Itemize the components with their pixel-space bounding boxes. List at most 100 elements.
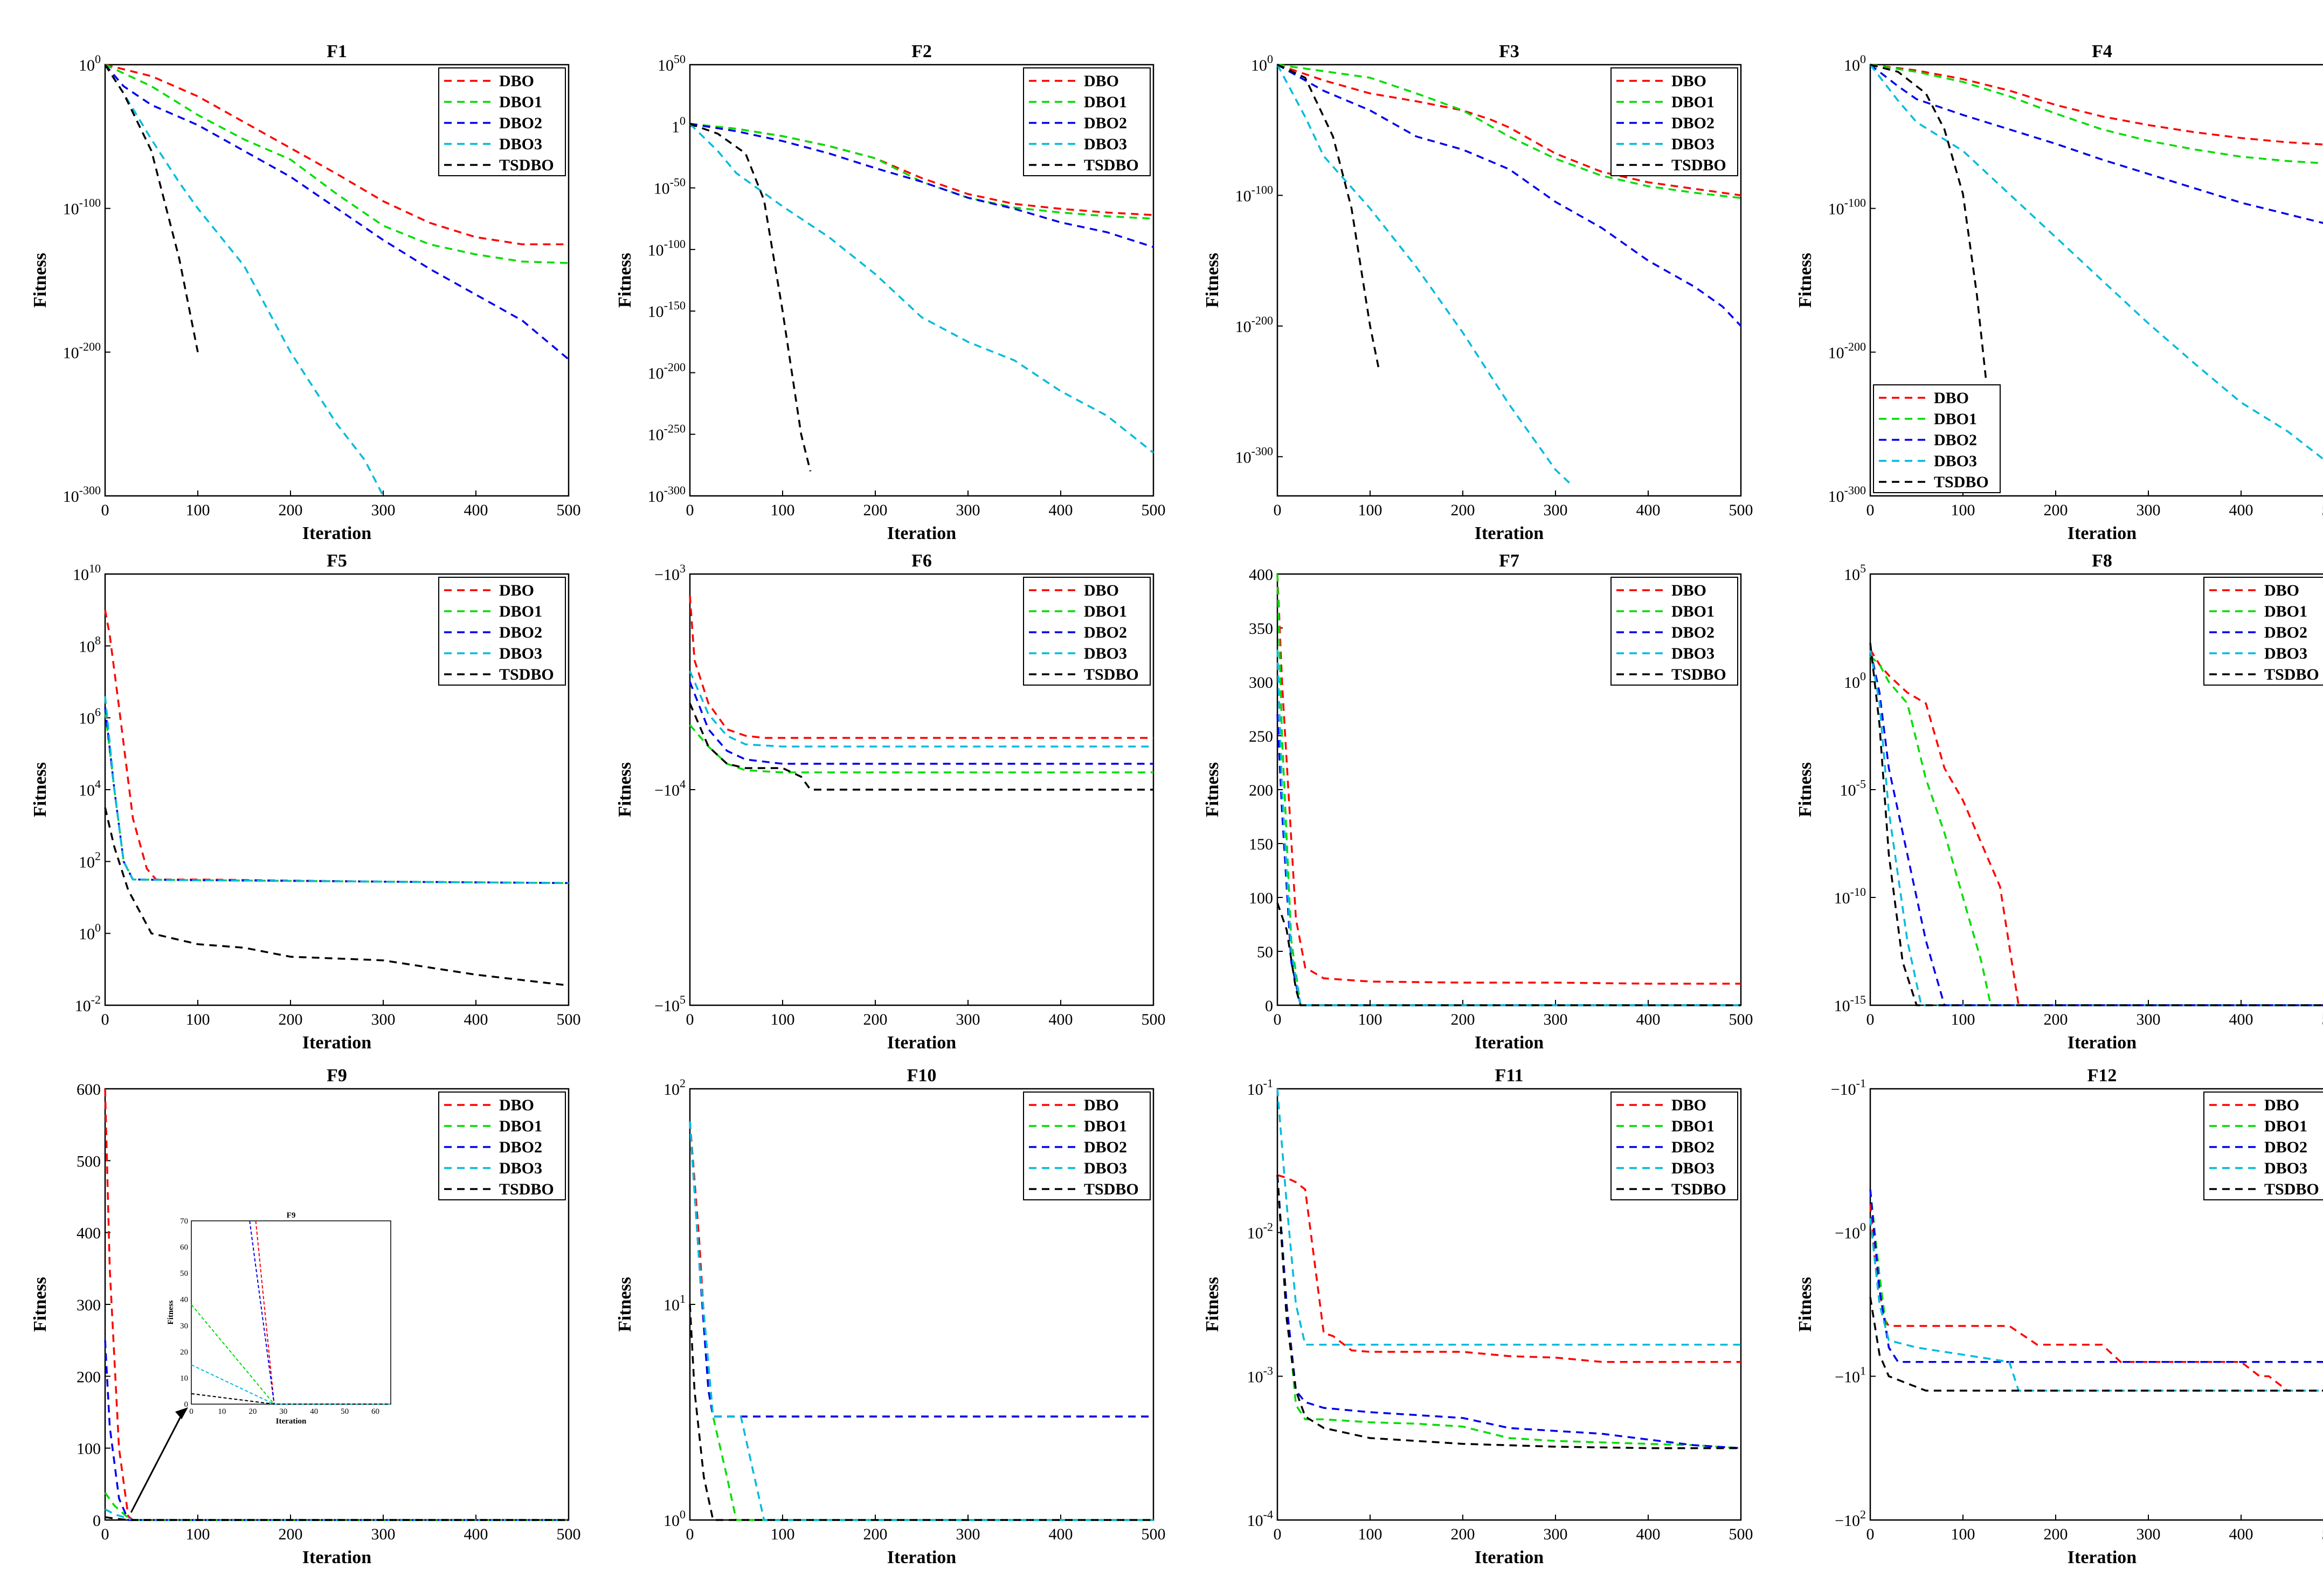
x-tick-label: 400 <box>2229 1525 2253 1543</box>
x-tick-label: 100 <box>771 501 795 519</box>
y-tick-label: 300 <box>77 1296 101 1314</box>
x-tick-label: 200 <box>279 501 303 519</box>
y-tick-label: −10-1 <box>1831 1076 1866 1098</box>
y-tick-label: 10-150 <box>648 299 686 321</box>
y-tick-label: 400 <box>77 1225 101 1242</box>
inset-y-tick-label: 40 <box>180 1296 188 1304</box>
legend-label: DBO <box>1934 389 1969 407</box>
x-tick-label: 0 <box>686 1525 694 1543</box>
legend-box <box>2203 1091 2323 1200</box>
legend-label: DBO1 <box>1084 603 1127 620</box>
series-line-TSDBO <box>1869 642 2323 1006</box>
y-tick-label: 10-300 <box>1235 444 1273 466</box>
inset-x-tick-label: 30 <box>279 1407 287 1416</box>
x-tick-label: 300 <box>371 1011 396 1028</box>
legend-label: DBO <box>499 1096 534 1114</box>
y-tick-label: 10-300 <box>63 483 101 506</box>
chart-panel-F8: F8 Iteration Fitness 0 100 200 300 400 500 105 100… <box>1795 551 2323 1053</box>
legend-label: DBO2 <box>1671 1138 1714 1156</box>
y-tick-label: 10-4 <box>1247 1508 1273 1530</box>
chart-title: F6 <box>911 551 932 571</box>
inset-frame <box>191 1220 391 1405</box>
x-tick-label: 100 <box>1358 501 1382 519</box>
y-axis-label: Fitness <box>615 253 635 308</box>
x-tick-label: 500 <box>1142 1011 1166 1028</box>
y-axis-label: Fitness <box>1202 762 1222 817</box>
y-tick-label: 10-15 <box>1834 993 1866 1015</box>
inset-x-tick-label: 10 <box>218 1407 226 1416</box>
legend-label: DBO2 <box>1671 624 1714 641</box>
y-tick-label: 102 <box>663 1076 686 1098</box>
legend: DBO DBO1 DBO2 DBO3 TSDBO <box>1610 67 1738 176</box>
chart-title: F10 <box>907 1066 937 1086</box>
zoom-inset: F9 Iteration Fitness 0 10 20 30 40 50 60 0 10 20 30 40… <box>130 1211 391 1513</box>
y-tick-label: 100 <box>663 1508 686 1530</box>
x-tick-label: 500 <box>1729 1011 1753 1028</box>
legend-label: DBO2 <box>1084 114 1127 132</box>
y-tick-label: 10-100 <box>648 237 686 259</box>
x-tick-label: 500 <box>2322 1011 2323 1028</box>
x-tick-label: 400 <box>1049 1525 1073 1543</box>
series-line-DBO3 <box>689 123 1154 454</box>
legend-box <box>1610 577 1738 686</box>
legend-label: DBO3 <box>1084 1159 1127 1177</box>
series-line-DBO3 <box>1276 649 1741 1006</box>
chart-title: F12 <box>2087 1066 2117 1086</box>
legend-label: DBO <box>1084 72 1119 90</box>
x-tick-label: 200 <box>863 501 888 519</box>
legend-label: DBO3 <box>1934 452 1977 470</box>
legend-label: DBO2 <box>2264 1138 2307 1156</box>
zoom-arrow <box>130 1410 185 1513</box>
legend-label: DBO2 <box>499 114 542 132</box>
x-tick-label: 200 <box>2044 501 2068 519</box>
chart-title: F2 <box>911 42 932 61</box>
legend-label: DBO1 <box>1084 93 1127 111</box>
series-line-TSDBO <box>1870 64 1987 381</box>
x-tick-label: 200 <box>863 1525 888 1543</box>
y-tick-label: 350 <box>1249 620 1273 638</box>
legend-label: DBO1 <box>499 1117 542 1135</box>
x-tick-label: 400 <box>1049 1011 1073 1028</box>
chart-title: F3 <box>1499 42 1519 61</box>
x-tick-label: 400 <box>1636 501 1661 519</box>
legend-box <box>1023 67 1151 176</box>
legend-label: DBO3 <box>2264 645 2307 662</box>
chart-panel-F1: F1 Iteration Fitness 0 100 200 300 400 500 100 10-… <box>30 42 581 543</box>
y-axis-label: Fitness <box>1795 253 1815 308</box>
x-tick-label: 300 <box>2137 501 2161 519</box>
y-tick-label: 105 <box>1844 562 1866 584</box>
series-line-DBO3 <box>104 696 569 885</box>
legend-label: DBO <box>1084 1096 1119 1114</box>
y-tick-label: −105 <box>654 993 686 1015</box>
x-tick-label: 300 <box>1544 1525 1568 1543</box>
y-tick-label: 250 <box>1249 728 1273 745</box>
x-tick-label: 100 <box>1951 501 1975 519</box>
legend-box <box>438 577 566 686</box>
series-line-TSDBO <box>1869 1297 2323 1392</box>
inset-y-label: Fitness <box>167 1300 175 1324</box>
series-line-TSDBO <box>689 1304 1153 1521</box>
x-tick-label: 100 <box>1951 1525 1975 1543</box>
legend-label: DBO <box>1671 72 1706 90</box>
x-tick-label: 300 <box>1544 501 1568 519</box>
legend-label: DBO3 <box>499 1159 542 1177</box>
series-line-DBO3 <box>1276 64 1570 484</box>
legend-label: DBO1 <box>499 603 542 620</box>
y-tick-label: 10-100 <box>1828 196 1866 218</box>
y-axis-label: Fitness <box>1202 253 1222 308</box>
y-tick-label: 10-2 <box>1247 1220 1273 1242</box>
series-line-DBO3 <box>104 64 384 496</box>
y-tick-label: 108 <box>79 633 101 655</box>
x-tick-label: 500 <box>1142 501 1166 519</box>
x-tick-label: 0 <box>1274 501 1282 519</box>
y-tick-label: −103 <box>654 562 686 584</box>
y-axis-label: Fitness <box>30 762 50 817</box>
chart-panel-F12: F12 Iteration Fitness 0 100 200 300 400 500 −10-1… <box>1795 1066 2323 1567</box>
inset-series-TSDBO <box>191 1393 391 1405</box>
y-tick-label: 10-1 <box>1247 1076 1273 1098</box>
legend-label: DBO2 <box>1084 1138 1127 1156</box>
series-line-DBO2 <box>1277 64 1742 327</box>
inset-y-tick-label: 30 <box>180 1322 188 1330</box>
x-tick-label: 300 <box>371 1525 396 1543</box>
series-line-TSDBO <box>104 64 199 353</box>
